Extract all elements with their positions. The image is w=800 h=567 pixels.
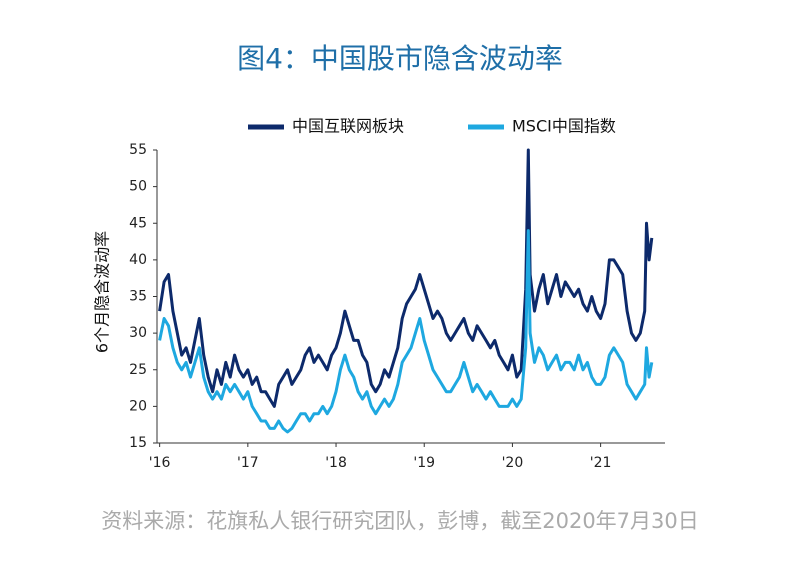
y-tick-label: 55 — [129, 142, 147, 158]
legend-label: 中国互联网板块 — [292, 117, 404, 136]
y-tick-label: 45 — [129, 215, 147, 231]
source-note: 资料来源：花旗私人银行研究团队，彭博，截至2020年7月30日 — [101, 509, 699, 533]
legend-label: MSCI中国指数 — [512, 117, 616, 136]
x-tick-label: '17 — [237, 455, 259, 471]
chart-title: 图4：中国股市隐含波动率 — [237, 42, 563, 75]
y-tick-label: 50 — [129, 179, 147, 195]
series-line — [158, 229, 654, 434]
x-tick-label: '21 — [590, 455, 612, 471]
x-tick-label: '16 — [149, 455, 171, 471]
y-tick-label: 25 — [129, 362, 147, 378]
y-tick-label: 20 — [129, 398, 147, 414]
y-axis-label: 6个月隐含波动率 — [93, 231, 112, 353]
x-tick-label: '19 — [413, 455, 435, 471]
y-tick-label: 35 — [129, 289, 147, 305]
y-tick-label: 40 — [129, 252, 147, 268]
x-tick-label: '20 — [502, 455, 524, 471]
y-tick-label: 30 — [129, 325, 147, 341]
x-tick-label: '18 — [325, 455, 347, 471]
series-line — [158, 148, 654, 408]
y-tick-label: 15 — [129, 435, 147, 451]
